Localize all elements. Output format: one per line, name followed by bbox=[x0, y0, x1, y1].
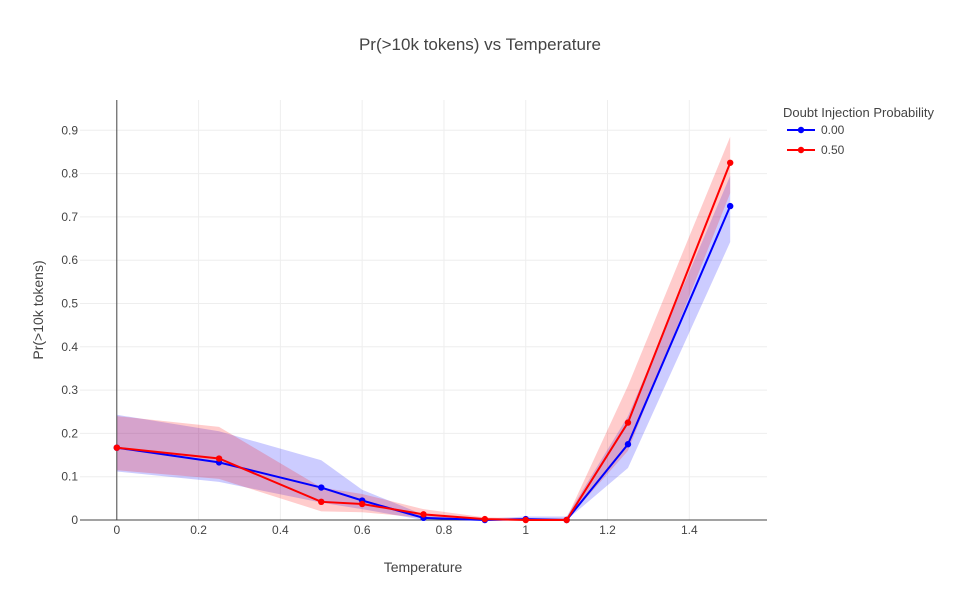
legend-title: Doubt Injection Probability bbox=[783, 105, 935, 120]
y-tick-label: 0 bbox=[71, 513, 78, 527]
grid bbox=[80, 100, 767, 520]
legend-items: 0.00 0.50 bbox=[787, 123, 845, 157]
data-point[interactable] bbox=[358, 500, 366, 508]
x-tick-label: 0.2 bbox=[190, 523, 207, 537]
data-point[interactable] bbox=[624, 441, 632, 448]
y-tick-label: 0.1 bbox=[61, 470, 78, 484]
legend-item-1[interactable]: 0.50 bbox=[787, 143, 845, 157]
y-tick-label: 0.9 bbox=[61, 123, 78, 137]
data-point[interactable] bbox=[481, 515, 489, 523]
data-point[interactable] bbox=[726, 202, 734, 210]
data-point[interactable] bbox=[318, 484, 325, 491]
y-tick-label: 0.3 bbox=[61, 383, 78, 397]
x-tick-label: 1.4 bbox=[681, 523, 698, 537]
y-tick-label: 0.2 bbox=[61, 426, 78, 440]
data-point[interactable] bbox=[420, 511, 427, 518]
confidence-bands bbox=[116, 136, 731, 520]
x-tick-label: 0 bbox=[113, 523, 120, 537]
x-tick-label: 1.2 bbox=[599, 523, 616, 537]
series-lines bbox=[113, 159, 734, 524]
y-tick-label: 0.6 bbox=[61, 253, 78, 267]
tick-labels: 0 0.2 0.4 0.6 0.8 1 1.2 1.4 0 0.1 0.2 0.3 0.4 0.5 0.6 0… bbox=[61, 123, 698, 537]
x-tick-label: 0.6 bbox=[354, 523, 371, 537]
chart-title: Pr(>10k tokens) vs Temperature bbox=[359, 35, 601, 54]
data-point[interactable] bbox=[726, 159, 734, 166]
legend-marker bbox=[797, 146, 805, 154]
data-point[interactable] bbox=[522, 516, 529, 524]
legend-label: 0.00 bbox=[821, 123, 845, 137]
y-tick-label: 0.4 bbox=[61, 340, 78, 354]
series-line-0 bbox=[116, 205, 732, 522]
legend-item-0[interactable]: 0.00 bbox=[787, 123, 845, 137]
data-point[interactable] bbox=[563, 516, 570, 524]
data-point[interactable] bbox=[624, 419, 632, 426]
y-tick-label: 0.7 bbox=[61, 210, 78, 224]
x-tick-label: 0.4 bbox=[272, 523, 289, 537]
series-line-1 bbox=[116, 162, 732, 521]
legend-label: 0.50 bbox=[821, 143, 845, 157]
confidence-band-1 bbox=[116, 136, 731, 520]
data-point[interactable] bbox=[113, 444, 121, 451]
x-axis-title: Temperature bbox=[384, 559, 463, 575]
data-point[interactable] bbox=[215, 455, 223, 462]
legend-marker bbox=[797, 126, 805, 134]
y-axis-title: Pr(>10k tokens) bbox=[30, 260, 46, 359]
y-tick-label: 0.5 bbox=[61, 297, 78, 311]
data-point[interactable] bbox=[318, 498, 325, 506]
legend[interactable]: Doubt Injection Probability 0.00 0.50 bbox=[783, 105, 935, 157]
y-tick-label: 0.8 bbox=[61, 167, 78, 181]
x-tick-label: 1 bbox=[522, 523, 529, 537]
x-tick-label: 0.8 bbox=[436, 523, 453, 537]
